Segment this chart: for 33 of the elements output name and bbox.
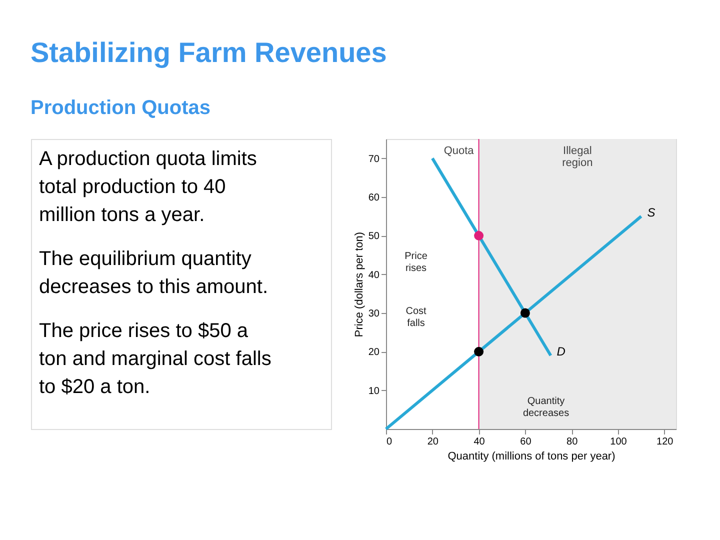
line-series (384, 214, 643, 430)
line-series (430, 156, 552, 358)
annotation: Cost falls (406, 306, 426, 329)
y-tick-label: 60 (368, 192, 380, 204)
text: Production Quotas (30, 97, 210, 119)
x-axis-title: Quantity (millions of tons per year) (448, 450, 616, 462)
text: A production quota limits total production to 40 million tons a year. (39, 148, 257, 226)
x-tick-label: 100 (610, 436, 628, 448)
series-label: D (556, 344, 566, 359)
x-tick-label: 120 (656, 436, 674, 448)
series-label: S (647, 205, 656, 220)
y-tick-label: 30 (368, 308, 380, 320)
point (520, 308, 530, 318)
x-tick-label: 20 (427, 436, 439, 448)
x-tick-label: 40 (474, 436, 486, 448)
y-tick-label: 40 (368, 270, 380, 281)
chart-title: Stabilizing Farm Revenues (30, 37, 387, 68)
y-tick-label: 10 (368, 386, 380, 397)
ref-line-label: Quota (444, 145, 475, 157)
y-axis-title: Price (dollars per ton) (353, 232, 366, 338)
band-label: Illegal region (562, 145, 593, 169)
annotation: Price rises (404, 251, 428, 274)
text: The equilibrium quantity decreases to this amount. (39, 248, 268, 298)
point (474, 346, 484, 356)
x-tick-label: 60 (520, 436, 532, 448)
x-tick-label: 80 (566, 436, 578, 448)
y-tick-label: 70 (368, 154, 380, 165)
x-tick-label: 0 (386, 436, 392, 448)
y-tick-label: 20 (368, 347, 380, 358)
annotation: Quantity decreases (522, 396, 570, 419)
y-tick-label: 50 (368, 231, 380, 242)
point (474, 230, 484, 240)
text: The price rises to $50 a ton and marginal cost falls to $20 a ton. (39, 320, 272, 398)
